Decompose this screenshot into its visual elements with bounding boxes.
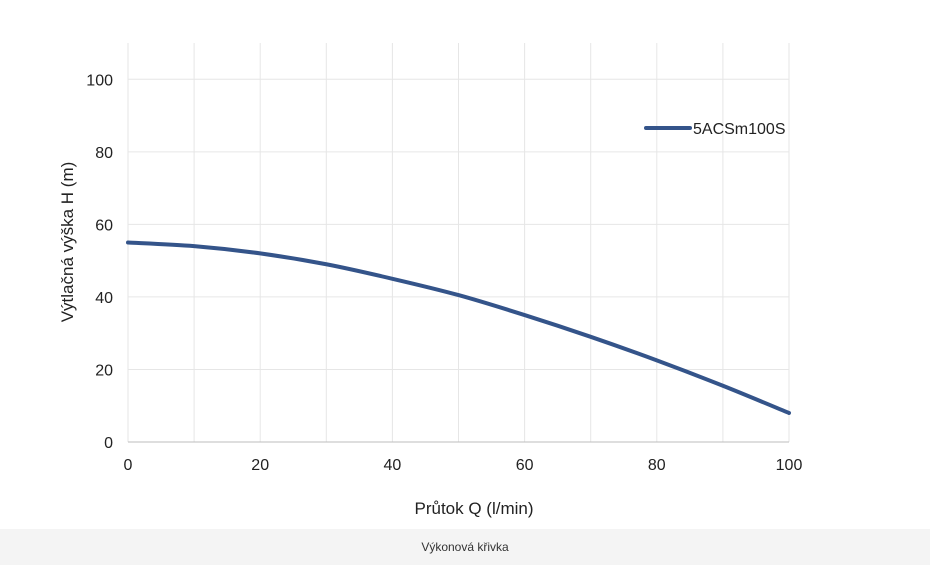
legend: 5ACSm100S [644,121,786,138]
y-tick-label: 80 [95,145,113,162]
x-tick-label: 60 [516,457,534,474]
y-tick-label: 0 [104,435,113,452]
x-tick-label: 80 [648,457,666,474]
series-layer [126,240,791,415]
grid [127,43,790,443]
caption-bar: Výkonová křivka [0,529,930,565]
y-tick-label: 20 [95,362,113,379]
x-axis-label: Průtok Q (l/min) [414,499,533,518]
legend-label: 5ACSm100S [693,121,786,138]
chart-caption: Výkonová křivka [421,540,509,554]
x-tick-label: 40 [384,457,402,474]
x-tick-label: 0 [124,457,133,474]
y-tick-label: 40 [95,290,113,307]
performance-chart: 0 20 40 60 80 100 0 20 40 60 80 100 5ACSm100S Průt… [58,43,803,518]
y-axis-ticks: 0 20 40 60 80 100 [86,72,113,452]
y-tick-label: 60 [95,217,113,234]
y-tick-label: 100 [86,72,113,89]
x-axis-ticks: 0 20 40 60 80 100 [124,457,803,474]
series-line [126,240,791,415]
y-axis-label: Výtlačná výška H (m) [58,162,77,323]
x-tick-label: 100 [776,457,803,474]
x-tick-label: 20 [251,457,269,474]
